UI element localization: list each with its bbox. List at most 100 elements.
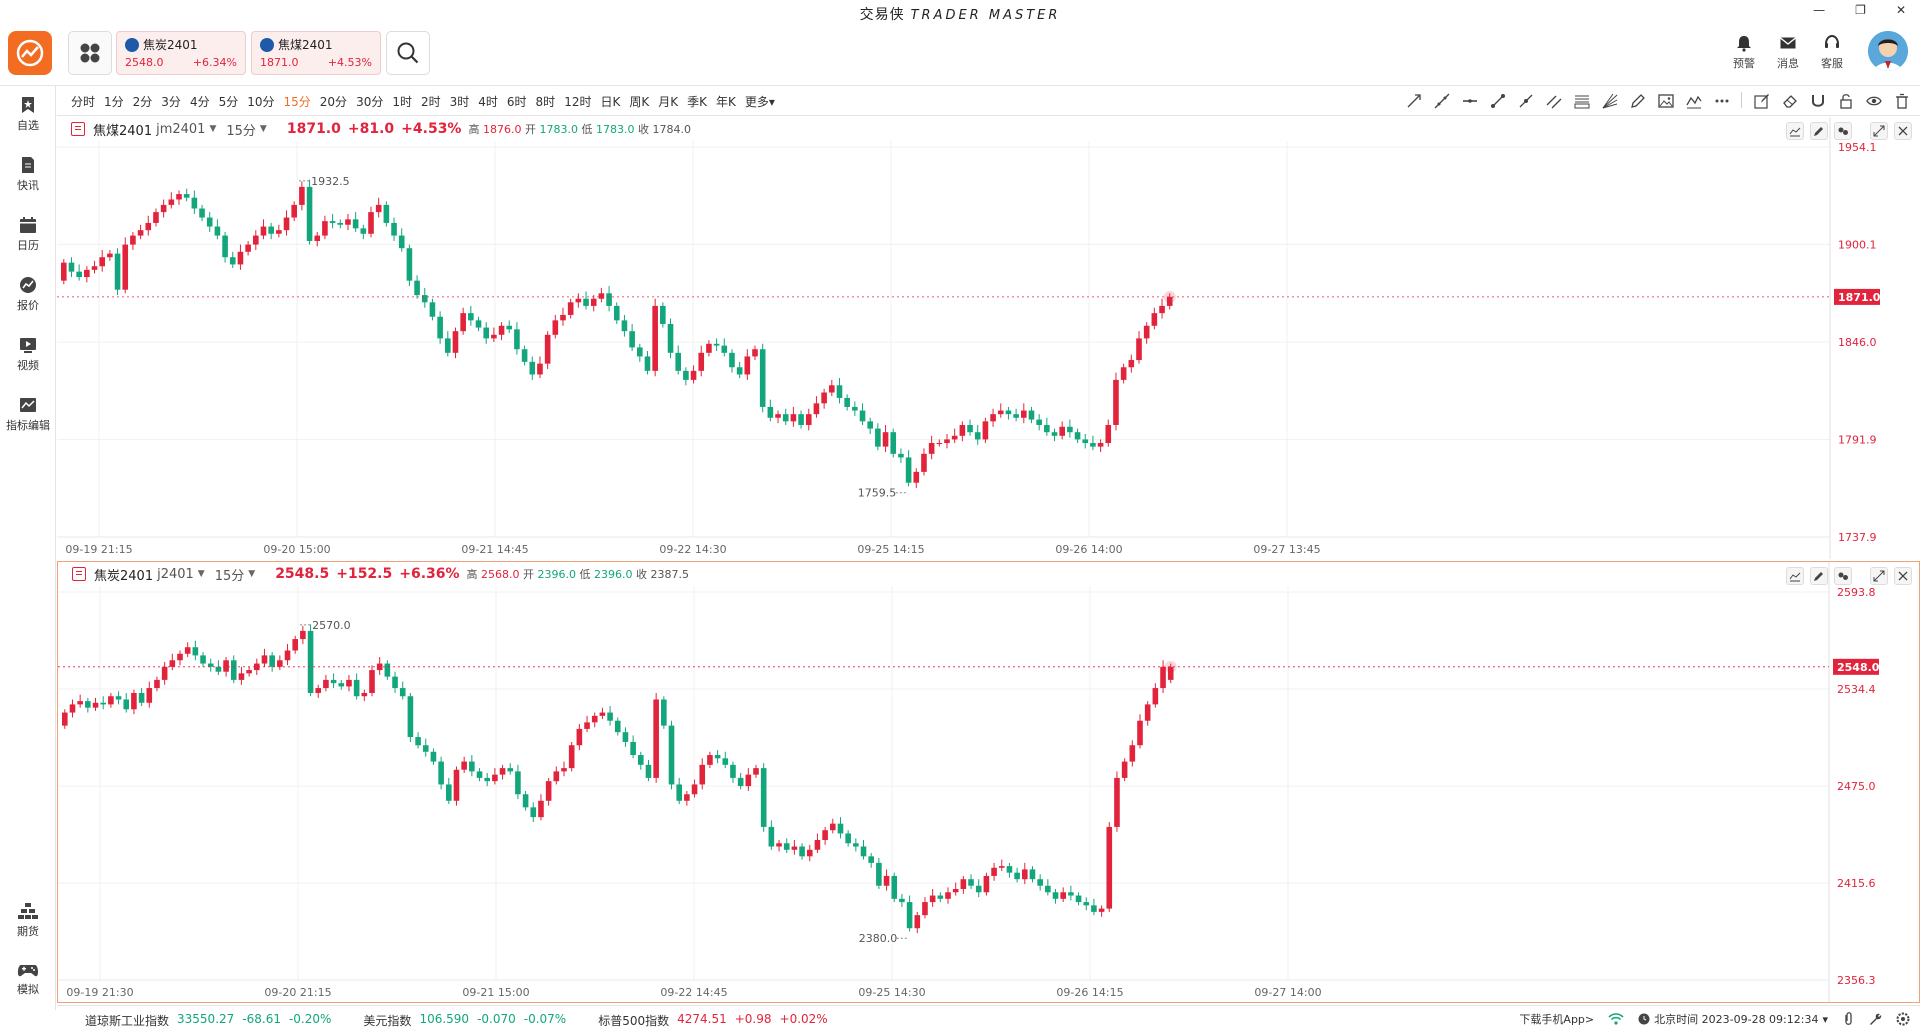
sidebar-item-watchlist[interactable]: 自选 bbox=[0, 96, 56, 133]
maximize-icon[interactable] bbox=[1870, 122, 1888, 140]
index-change: +0.98 bbox=[734, 1012, 772, 1026]
period-option[interactable]: 1时 bbox=[392, 95, 412, 109]
index-item[interactable]: 道琼斯工业指数 33550.27 -68.61 -0.20% bbox=[85, 1012, 331, 1029]
more-tools-icon[interactable] bbox=[1713, 92, 1730, 109]
instrument-code[interactable]: j2401 bbox=[157, 566, 194, 582]
sidebar-item-calendar[interactable]: 日历 bbox=[0, 216, 56, 253]
sidebar-item-news[interactable]: 快讯 bbox=[0, 156, 56, 193]
period-option[interactable]: 季K bbox=[687, 95, 707, 109]
period-selector[interactable]: 15分 bbox=[214, 568, 245, 584]
period-option[interactable]: 周K bbox=[629, 95, 650, 109]
attachment-icon[interactable] bbox=[1842, 1012, 1854, 1026]
edit-drawing-icon[interactable] bbox=[1753, 92, 1770, 109]
period-option[interactable]: 1分 bbox=[104, 95, 124, 109]
period-option[interactable]: 5分 bbox=[218, 95, 239, 109]
indicator-toggle-icon[interactable] bbox=[1786, 567, 1804, 585]
instrument-name[interactable]: 焦煤2401 bbox=[93, 123, 153, 139]
app-logo[interactable] bbox=[8, 31, 52, 75]
instrument-code[interactable]: jm2401 bbox=[156, 121, 206, 137]
instrument-list-icon[interactable] bbox=[72, 567, 86, 581]
chart-panel-jiaotan[interactable]: 2570.0 2380.0 2548.0 2593.8 2534.4 2475.0 2415… bbox=[57, 561, 1920, 1003]
period-option[interactable]: 日K bbox=[600, 95, 621, 109]
instrument-list-icon[interactable] bbox=[71, 122, 85, 136]
trend-line-icon[interactable] bbox=[1489, 92, 1506, 109]
settings-icon[interactable] bbox=[1896, 1012, 1910, 1026]
maximize-icon[interactable] bbox=[1870, 567, 1888, 585]
magnet-icon[interactable] bbox=[1809, 92, 1826, 109]
period-option[interactable]: 10分 bbox=[247, 95, 275, 109]
horizontal-line-icon[interactable] bbox=[1461, 92, 1478, 109]
index-item[interactable]: 美元指数 106.590 -0.070 -0.07% bbox=[363, 1012, 566, 1029]
close-icon[interactable]: ✕ bbox=[1895, 3, 1906, 17]
minimize-icon[interactable]: — bbox=[1813, 3, 1826, 17]
chevron-down-icon[interactable]: ▼ bbox=[259, 124, 267, 134]
apps-button[interactable] bbox=[68, 31, 112, 75]
period-option[interactable]: 月K bbox=[658, 95, 679, 109]
candlestick-chart-jiaomei[interactable]: 1932.5 1759.5 1871.0 1954.1 1900.1 1846.0 1791… bbox=[57, 117, 1920, 559]
indicator-toggle-icon[interactable] bbox=[1786, 122, 1804, 140]
candlestick-chart-jiaotan[interactable]: 2570.0 2380.0 2548.0 2593.8 2534.4 2475.0 2415… bbox=[58, 562, 1919, 1002]
compare-icon[interactable] bbox=[1834, 567, 1852, 585]
edit-icon[interactable] bbox=[1810, 122, 1828, 140]
period-option[interactable]: 20分 bbox=[319, 95, 348, 109]
candle-body bbox=[668, 725, 675, 785]
chevron-down-icon[interactable]: ▼ bbox=[197, 569, 205, 579]
close-panel-icon[interactable] bbox=[1894, 567, 1912, 585]
window-controls: — ❐ ✕ bbox=[1813, 3, 1906, 17]
wrench-icon[interactable] bbox=[1868, 1012, 1882, 1026]
close-panel-icon[interactable] bbox=[1894, 122, 1912, 140]
sidebar-item-quotes[interactable]: 报价 bbox=[0, 276, 56, 313]
period-option[interactable]: 4分 bbox=[189, 95, 210, 109]
gann-fan-icon[interactable] bbox=[1601, 92, 1618, 109]
chevron-down-icon[interactable]: ▼ bbox=[209, 124, 217, 134]
extended-line-icon[interactable] bbox=[1433, 92, 1450, 109]
parallel-channel-icon[interactable] bbox=[1545, 92, 1562, 109]
period-option[interactable]: 15分 bbox=[283, 95, 311, 109]
period-option[interactable]: 8时 bbox=[535, 95, 556, 109]
search-button[interactable] bbox=[386, 31, 430, 75]
instrument-name[interactable]: 焦炭2401 bbox=[94, 568, 154, 584]
message-button[interactable]: 消息 bbox=[1768, 34, 1808, 71]
period-option[interactable]: 2时 bbox=[420, 95, 441, 109]
period-selector[interactable]: 15分 bbox=[226, 123, 256, 139]
period-option[interactable]: 3分 bbox=[161, 95, 181, 109]
chart-panel-jiaomei[interactable]: 1932.5 1759.5 1871.0 1954.1 1900.1 1846.0 1791… bbox=[57, 117, 1920, 559]
period-option[interactable]: 6时 bbox=[506, 95, 527, 109]
ray-line-icon[interactable] bbox=[1405, 92, 1422, 109]
restore-icon[interactable]: ❐ bbox=[1855, 3, 1866, 17]
chevron-down-icon[interactable]: ▼ bbox=[248, 569, 256, 579]
period-option[interactable]: 分时 bbox=[71, 95, 96, 109]
eraser-icon[interactable] bbox=[1781, 92, 1798, 109]
chart-badge-icon bbox=[260, 37, 274, 52]
period-option[interactable]: 12时 bbox=[564, 95, 592, 109]
sidebar-item-indicator-editor[interactable]: 指标编辑 bbox=[0, 396, 56, 433]
wave-icon[interactable] bbox=[1685, 92, 1702, 109]
index-item[interactable]: 标普500指数 4274.51 +0.98 +0.02% bbox=[598, 1012, 828, 1029]
period-option[interactable]: 更多▾ bbox=[744, 95, 775, 109]
compare-icon[interactable] bbox=[1834, 122, 1852, 140]
service-button[interactable]: 客服 bbox=[1812, 34, 1852, 71]
user-avatar[interactable] bbox=[1868, 31, 1908, 71]
alert-button[interactable]: 预警 bbox=[1724, 34, 1764, 71]
period-option[interactable]: 30分 bbox=[356, 95, 384, 109]
period-option[interactable]: 4时 bbox=[478, 95, 498, 109]
quote-tab-jiaotan[interactable]: 焦炭2401 2548.0 +6.34% bbox=[116, 31, 246, 75]
period-option[interactable]: 年K bbox=[715, 95, 736, 109]
period-option[interactable]: 3时 bbox=[449, 95, 470, 109]
time-tick-label: 09-25 14:30 bbox=[858, 986, 925, 999]
edit-icon[interactable] bbox=[1810, 567, 1828, 585]
image-icon[interactable] bbox=[1657, 92, 1674, 109]
trash-icon[interactable] bbox=[1893, 92, 1910, 109]
period-option[interactable]: 2分 bbox=[132, 95, 153, 109]
eye-icon[interactable] bbox=[1865, 92, 1882, 109]
candle-body bbox=[62, 712, 68, 726]
quote-tab-jiaomei[interactable]: 焦煤2401 1871.0 +4.53% bbox=[251, 31, 381, 75]
sidebar-item-futures[interactable]: 期货 bbox=[0, 902, 56, 939]
fibonacci-icon[interactable] bbox=[1573, 92, 1590, 109]
lock-icon[interactable] bbox=[1837, 92, 1854, 109]
sidebar-item-simulation[interactable]: 模拟 bbox=[0, 962, 56, 997]
sidebar-item-video[interactable]: 视频 bbox=[0, 336, 56, 373]
download-app-link[interactable]: 下载手机App> bbox=[1519, 1013, 1595, 1026]
segment-line-icon[interactable] bbox=[1517, 92, 1534, 109]
pen-icon[interactable] bbox=[1629, 92, 1646, 109]
